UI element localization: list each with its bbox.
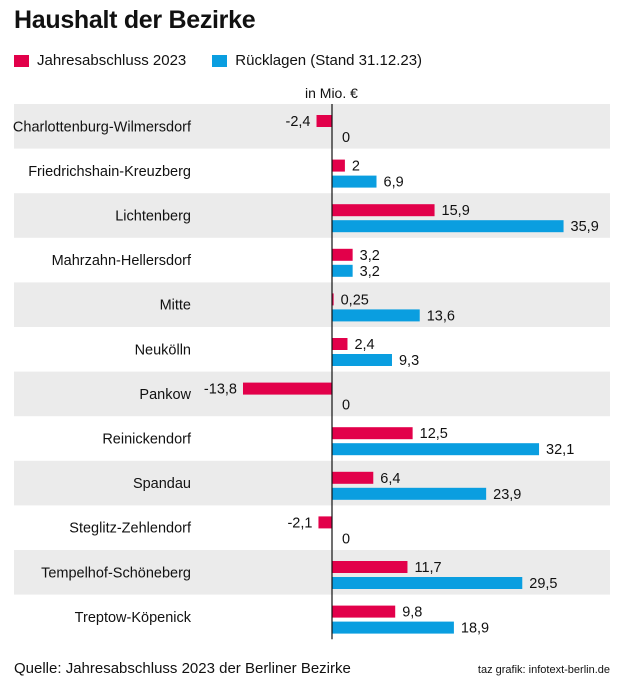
data-label: 35,9 xyxy=(571,219,599,235)
data-label: 13,6 xyxy=(427,308,455,324)
category-label: Lichtenberg xyxy=(115,209,191,225)
data-label: 0 xyxy=(342,130,350,146)
bar-jahresabschluss xyxy=(332,338,348,350)
legend-swatch-ruecklagen xyxy=(212,54,228,67)
category-label: Steglitz-Zehlendorf xyxy=(69,521,192,537)
legend: Jahresabschluss 2023 Rücklagen (Stand 31… xyxy=(14,52,448,69)
bar-chart: Charlottenburg-Wilmersdorf -2,4 0 Friedrich… xyxy=(13,104,610,640)
row-band xyxy=(14,104,610,149)
source-note: Quelle: Jahresabschluss 2023 der Berline… xyxy=(14,660,351,677)
bar-ruecklagen xyxy=(332,577,523,589)
bar-jahresabschluss xyxy=(332,471,374,484)
category-label: Mitte xyxy=(160,298,191,314)
bar-jahresabschluss xyxy=(332,561,408,573)
legend-item-jahresabschluss: Jahresabschluss 2023 xyxy=(14,52,186,69)
data-label: 15,9 xyxy=(442,203,470,219)
bar-jahresabschluss xyxy=(242,382,332,395)
category-label: Mahrzahn-Hellersdorf xyxy=(52,253,192,269)
bar-ruecklagen xyxy=(332,220,564,233)
bar-ruecklagen xyxy=(332,443,540,456)
legend-label-jahresabschluss: Jahresabschluss 2023 xyxy=(37,52,187,69)
unit-label: in Mio. € xyxy=(305,85,358,101)
bar-ruecklagen xyxy=(332,264,353,277)
data-label: 12,5 xyxy=(420,426,448,442)
bar-jahresabschluss xyxy=(332,204,435,217)
category-label: Treptow-Köpenick xyxy=(75,610,192,626)
legend-swatch-jahresabschluss xyxy=(14,54,29,67)
category-label: Tempelhof-Schöneberg xyxy=(41,565,191,581)
data-label: 3,2 xyxy=(360,248,380,264)
data-label: 2,4 xyxy=(354,337,374,353)
data-label: 23,9 xyxy=(493,487,521,503)
bar-ruecklagen xyxy=(332,354,392,366)
data-label: 2 xyxy=(352,159,360,175)
row-band xyxy=(14,460,610,506)
data-label: -13,8 xyxy=(204,382,237,398)
data-label: -2,1 xyxy=(287,515,312,531)
bar-jahresabschluss xyxy=(318,516,332,529)
bar-jahresabschluss xyxy=(316,115,332,127)
bar-ruecklagen xyxy=(332,487,487,500)
legend-item-ruecklagen: Rücklagen (Stand 31.12.23) xyxy=(212,52,422,69)
bar-ruecklagen xyxy=(332,309,420,322)
category-label: Charlottenburg-Wilmersdorf xyxy=(13,119,192,135)
category-label: Friedrichshain-Kreuzberg xyxy=(28,164,191,180)
bar-jahresabschluss xyxy=(332,248,353,261)
data-label: 9,3 xyxy=(399,353,419,369)
category-label: Pankow xyxy=(139,387,191,403)
data-label: 6,9 xyxy=(384,175,404,191)
bar-jahresabschluss xyxy=(332,605,396,618)
bar-jahresabschluss xyxy=(332,159,345,172)
bar-jahresabschluss xyxy=(332,293,334,306)
data-label: 0 xyxy=(342,398,350,414)
data-label: 11,7 xyxy=(414,560,441,576)
bar-jahresabschluss xyxy=(332,427,413,440)
row-band xyxy=(14,282,610,327)
bar-ruecklagen xyxy=(332,175,377,188)
data-label: 32,1 xyxy=(546,442,574,458)
credit-note: taz grafik: infotext-berlin.de xyxy=(477,664,610,676)
data-label: 18,9 xyxy=(461,621,489,637)
data-label: 0 xyxy=(342,531,350,547)
category-label: Spandau xyxy=(133,476,191,492)
chart-title: Haushalt der Bezirke xyxy=(14,6,256,34)
category-label: Neukölln xyxy=(135,342,191,358)
data-label: 3,2 xyxy=(360,264,380,280)
category-label: Reinickendorf xyxy=(102,432,192,448)
data-label: 29,5 xyxy=(529,576,557,592)
data-label: 0,25 xyxy=(341,292,369,308)
bar-ruecklagen xyxy=(332,621,454,634)
data-label: -2,4 xyxy=(286,114,311,130)
legend-label-ruecklagen: Rücklagen (Stand 31.12.23) xyxy=(235,52,423,69)
data-label: 6,4 xyxy=(380,471,400,487)
data-label: 9,8 xyxy=(402,605,422,621)
